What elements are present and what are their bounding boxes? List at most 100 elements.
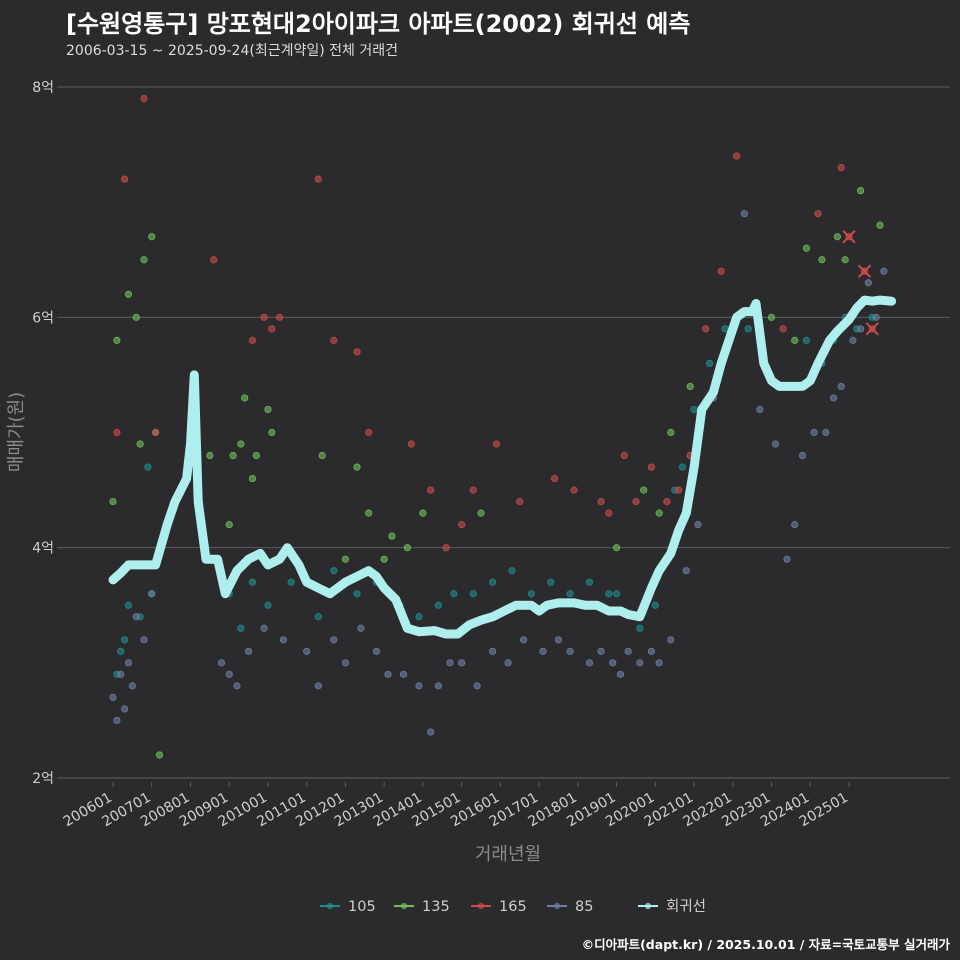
y-tick-label: 2억 — [32, 771, 54, 787]
legend-swatch-dot — [553, 902, 561, 910]
data-point-105 — [636, 624, 644, 632]
data-point-85 — [810, 428, 818, 437]
data-point-105 — [121, 636, 129, 644]
data-point-135 — [248, 474, 257, 483]
data-point-165 — [620, 451, 628, 460]
data-point-85 — [446, 659, 454, 667]
data-point-85 — [124, 659, 133, 667]
legend-label: 85 — [575, 899, 593, 915]
data-point-135 — [365, 509, 373, 517]
data-point-105 — [353, 590, 361, 598]
data-point-135 — [241, 394, 249, 402]
data-point-85 — [822, 428, 830, 437]
data-point-105 — [802, 336, 810, 344]
data-point-135 — [109, 497, 117, 506]
data-point-135 — [841, 256, 849, 264]
highlight-x-marker — [865, 322, 879, 336]
data-point-165 — [469, 486, 477, 494]
data-point-135 — [477, 509, 485, 517]
data-point-165 — [353, 348, 361, 356]
data-point-85 — [783, 555, 791, 563]
data-point-165 — [516, 497, 524, 506]
data-point-165 — [814, 210, 822, 218]
data-point-85 — [837, 382, 845, 391]
data-point-105 — [651, 601, 659, 609]
data-point-85 — [341, 659, 350, 667]
data-point-105 — [314, 613, 322, 621]
data-point-85 — [636, 659, 644, 667]
legend-label: 135 — [422, 899, 450, 915]
data-point-135 — [380, 555, 388, 563]
data-point-135 — [136, 440, 144, 448]
data-point-85 — [616, 670, 625, 678]
data-point-165 — [550, 474, 559, 483]
data-point-85 — [857, 325, 865, 333]
data-point-165 — [365, 428, 373, 437]
data-point-105 — [117, 647, 125, 655]
data-point-165 — [275, 313, 284, 321]
data-point-105 — [585, 578, 594, 586]
data-point-135 — [140, 256, 148, 264]
data-point-85 — [682, 567, 690, 575]
data-point-85 — [314, 682, 322, 690]
data-point-85 — [458, 659, 466, 667]
data-point-105 — [566, 590, 574, 598]
y-tick-label: 4억 — [32, 541, 54, 557]
data-point-85 — [384, 670, 392, 678]
data-point-135 — [419, 509, 427, 517]
data-point-105 — [450, 590, 458, 598]
data-point-105 — [469, 590, 477, 598]
data-point-165 — [260, 313, 268, 321]
data-point-105 — [415, 613, 423, 621]
data-point-85 — [798, 451, 807, 460]
y-tick-label: 8억 — [32, 80, 54, 96]
data-point-135 — [318, 451, 326, 460]
data-point-165 — [407, 440, 415, 448]
data-point-165 — [674, 486, 683, 494]
data-point-165 — [152, 428, 160, 437]
data-point-85 — [260, 624, 268, 632]
source-caption: ©디아파트(dapt.kr) / 2025.10.01 / 자료=국토교통부 실… — [581, 937, 950, 952]
y-axis-ticks: 2억 4억 6억 8억 — [32, 80, 62, 787]
data-point-85 — [109, 693, 117, 701]
x-axis-title: 거래년월 — [475, 844, 541, 865]
data-point-135 — [667, 428, 675, 437]
data-point-165 — [210, 256, 218, 264]
data-point-135 — [833, 233, 841, 241]
data-point-165 — [779, 325, 787, 333]
data-point-85 — [128, 682, 136, 690]
data-point-165 — [492, 440, 501, 448]
data-point-85 — [303, 647, 311, 655]
data-point-135 — [237, 440, 245, 448]
data-point-165 — [717, 267, 725, 275]
data-point-85 — [880, 267, 888, 275]
legend-swatch-dot — [400, 902, 408, 910]
data-point-85 — [434, 682, 442, 690]
data-point-165 — [113, 428, 121, 437]
data-point-105 — [124, 601, 133, 609]
data-point-85 — [225, 670, 233, 678]
data-point-85 — [791, 521, 799, 529]
legend-swatch-dot — [326, 902, 334, 910]
data-point-165 — [647, 463, 656, 471]
data-point-85 — [140, 636, 148, 644]
y-tick-label: 6억 — [32, 310, 54, 326]
data-point-135 — [206, 451, 214, 460]
data-point-165 — [427, 486, 435, 494]
data-point-165 — [570, 486, 578, 494]
legend-item-회귀선: 회귀선 — [638, 898, 706, 915]
data-point-135 — [612, 544, 621, 552]
data-point-135 — [113, 336, 121, 344]
data-point-85 — [585, 659, 594, 667]
data-point-85 — [372, 647, 381, 655]
data-point-135 — [640, 486, 648, 494]
data-point-135 — [403, 544, 411, 552]
data-point-85 — [399, 670, 408, 678]
data-point-105 — [678, 463, 687, 471]
data-point-85 — [415, 682, 423, 690]
data-point-165 — [268, 325, 276, 333]
data-point-85 — [217, 659, 226, 667]
data-point-165 — [314, 175, 322, 183]
data-point-135 — [341, 555, 350, 563]
data-point-165 — [330, 336, 338, 344]
